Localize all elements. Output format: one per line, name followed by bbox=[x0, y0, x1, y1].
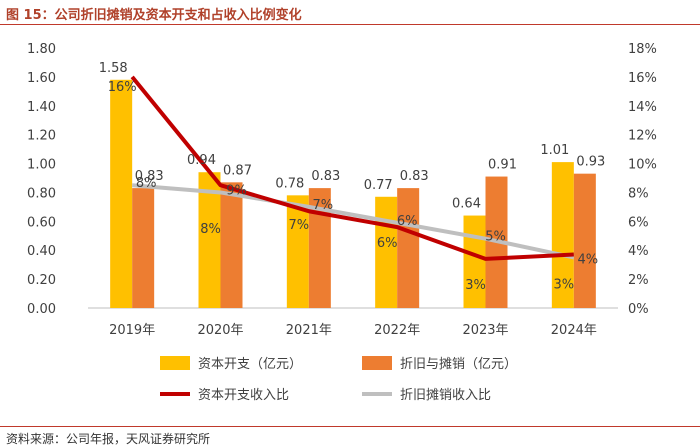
legend-capex-swatch bbox=[160, 356, 190, 370]
capex-bar-value-label: 0.64 bbox=[452, 197, 481, 212]
left-axis-tick-label: 0.40 bbox=[27, 244, 56, 259]
capex-ratio-value-label: 3% bbox=[554, 278, 575, 293]
capex-bar bbox=[198, 172, 221, 308]
capex-bar bbox=[110, 79, 133, 309]
depreciation-ratio-line bbox=[132, 183, 575, 260]
capex-ratio-value-label: 7% bbox=[289, 218, 310, 233]
x-axis-category-label: 2020年 bbox=[197, 323, 243, 338]
capex-bar bbox=[551, 162, 574, 308]
left-axis-tick-label: 0.00 bbox=[27, 302, 56, 317]
left-axis-tick-label: 0.60 bbox=[27, 215, 56, 230]
right-axis-tick-label: 14% bbox=[628, 100, 657, 115]
right-axis-tick-label: 6% bbox=[628, 215, 649, 230]
capex-ratio-value-label: 16% bbox=[108, 80, 137, 95]
depreciation-ratio-value-label: 8% bbox=[136, 176, 157, 191]
x-axis-category-label: 2022年 bbox=[374, 323, 420, 338]
capex-bar bbox=[375, 196, 398, 308]
depreciation-bar-value-label: 0.83 bbox=[135, 169, 164, 184]
x-axis-category-label: 2021年 bbox=[286, 323, 332, 338]
depreciation-bar bbox=[220, 182, 243, 308]
depreciation-bar bbox=[397, 188, 420, 308]
source-note: 资料来源：公司年报，天风证券研究所 bbox=[6, 432, 211, 446]
capex-bar-value-label: 0.78 bbox=[275, 176, 304, 191]
capex-bar-value-label: 0.94 bbox=[187, 153, 216, 168]
right-axis-tick-label: 16% bbox=[628, 71, 657, 86]
legend-capex-label: 资本开支（亿元） bbox=[198, 357, 302, 372]
capex-bar-value-label: 0.77 bbox=[364, 178, 393, 193]
capex-ratio-value-label: 8% bbox=[200, 222, 221, 237]
depreciation-ratio-value-label: 6% bbox=[397, 214, 418, 229]
title-rule bbox=[0, 24, 700, 25]
right-axis-tick-label: 10% bbox=[628, 158, 657, 173]
depreciation-bar-value-label: 0.83 bbox=[400, 169, 429, 184]
right-axis-tick-label: 12% bbox=[628, 129, 657, 144]
depreciation-bar bbox=[573, 173, 596, 308]
combo-chart: 0.00 0.20 0.40 0.60 0.80 1.00 1.20 1.40 1.60 1.80… bbox=[27, 42, 657, 403]
source-rule bbox=[0, 426, 700, 427]
left-axis-tick-label: 0.80 bbox=[27, 186, 56, 201]
legend-depreciation-swatch bbox=[362, 356, 392, 370]
depreciation-ratio-value-label: 5% bbox=[485, 230, 506, 245]
depreciation-ratio-value-label: 9% bbox=[226, 183, 247, 198]
left-axis-tick-label: 1.80 bbox=[27, 42, 56, 57]
legend-depreciation-ratio-label: 折旧摊销收入比 bbox=[400, 388, 491, 403]
left-axis-tick-label: 1.00 bbox=[27, 158, 56, 173]
right-axis-tick-label: 4% bbox=[628, 244, 649, 259]
capex-bar-value-label: 1.01 bbox=[540, 143, 569, 158]
left-axis-tick-label: 1.20 bbox=[27, 129, 56, 144]
depreciation-ratio-value-label: 7% bbox=[313, 198, 334, 213]
left-axis-tick-label: 1.40 bbox=[27, 100, 56, 115]
depreciation-bar-value-label: 0.91 bbox=[488, 158, 517, 173]
figure-title: 图 15：公司折旧摊销及资本开支和占收入比例变化 bbox=[6, 8, 302, 23]
depreciation-bar bbox=[308, 188, 331, 308]
capex-bar bbox=[463, 215, 486, 308]
depreciation-ratio-value-label: 4% bbox=[578, 252, 599, 267]
right-axis-tick-label: 18% bbox=[628, 42, 657, 57]
x-axis-category-label: 2019年 bbox=[109, 323, 155, 338]
right-axis-tick-label: 2% bbox=[628, 273, 649, 288]
x-axis-category-label: 2023年 bbox=[462, 323, 508, 338]
depreciation-bar bbox=[132, 188, 155, 308]
depreciation-bar-value-label: 0.93 bbox=[576, 155, 605, 170]
legend-depreciation-label: 折旧与摊销（亿元） bbox=[400, 357, 517, 372]
right-axis-tick-label: 8% bbox=[628, 186, 649, 201]
capex-bar bbox=[286, 195, 309, 308]
left-axis-tick-label: 1.60 bbox=[27, 71, 56, 86]
capex-ratio-value-label: 3% bbox=[465, 278, 486, 293]
depreciation-bar-value-label: 0.87 bbox=[223, 163, 252, 178]
capex-ratio-value-label: 6% bbox=[377, 236, 398, 251]
x-axis-category-label: 2024年 bbox=[551, 323, 597, 338]
right-axis-tick-label: 0% bbox=[628, 302, 649, 317]
legend-capex-ratio-label: 资本开支收入比 bbox=[198, 388, 289, 403]
depreciation-bar-value-label: 0.83 bbox=[311, 169, 340, 184]
capex-ratio-line bbox=[130, 75, 574, 261]
left-axis-tick-label: 0.20 bbox=[27, 273, 56, 288]
capex-bar-value-label: 1.58 bbox=[99, 61, 128, 76]
